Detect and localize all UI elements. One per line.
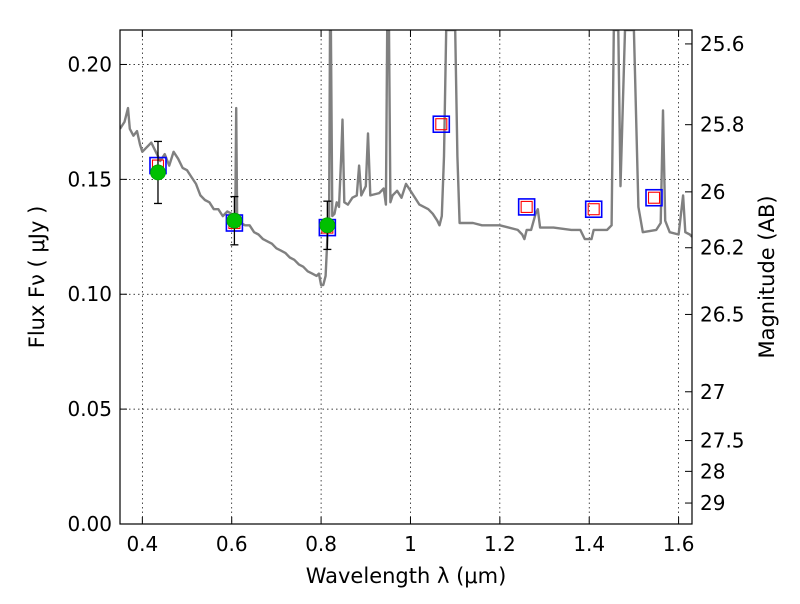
- model-photometry-inner-box: [520, 200, 533, 213]
- y2-tick-label: 25.8: [700, 113, 745, 137]
- model-spectrum-line: [120, 30, 692, 287]
- grid: [120, 30, 692, 525]
- model-photometry-box: [432, 115, 451, 134]
- x-tick-label: 0.4: [126, 532, 158, 556]
- x-tick-label: 1.4: [573, 532, 605, 556]
- y2-tick-label: 25.6: [700, 32, 745, 56]
- y2-tick-label: 27: [700, 380, 725, 404]
- y2-tick-label: 27.5: [700, 429, 745, 453]
- model-photometry-inner-box: [587, 203, 600, 216]
- model-photometry-box: [645, 188, 663, 207]
- x-tick-label: 0.8: [305, 532, 337, 556]
- axis-ticks: 0.4 0.6 0.8 1 1.2 1.4 1.6 0.00 0.05 0.10 0.15 0.20 2…: [67, 30, 745, 556]
- observed-photometry-point: [150, 164, 166, 181]
- x-tick-label: 1.2: [484, 532, 516, 556]
- plot-area: [120, 30, 692, 287]
- y2-tick-label: 28: [700, 459, 725, 483]
- y2-tick-label: 26.2: [700, 236, 745, 260]
- y2-tick-label: 26.5: [700, 302, 745, 326]
- observed-photometry-point: [319, 217, 336, 234]
- model-photometry-box: [517, 198, 536, 216]
- y-tick-label: 0.15: [67, 167, 112, 191]
- y-axis-label: Flux Fν ( μJy ): [25, 206, 49, 349]
- observed-photometry-point: [226, 212, 243, 229]
- model-photometry-inner-box: [647, 191, 661, 204]
- model-photometry-box: [584, 200, 603, 219]
- y2-tick-label: 29: [700, 491, 725, 515]
- x-tick-label: 1.6: [663, 532, 695, 556]
- y-tick-label: 0.05: [67, 397, 112, 421]
- y-tick-label: 0.10: [67, 282, 112, 306]
- y-tick-label: 0.20: [67, 52, 112, 76]
- y2-axis-label: Magnitude (AB): [755, 195, 779, 358]
- x-tick-label: 0.6: [216, 532, 248, 556]
- x-axis-label: Wavelength λ (μm): [306, 564, 507, 588]
- model-photometry-inner-box: [435, 118, 448, 131]
- x-tick-label: 1: [404, 532, 417, 556]
- y2-tick-label: 26: [700, 180, 725, 204]
- y-tick-label: 0.00: [67, 512, 112, 536]
- plot-frame: [119, 29, 693, 525]
